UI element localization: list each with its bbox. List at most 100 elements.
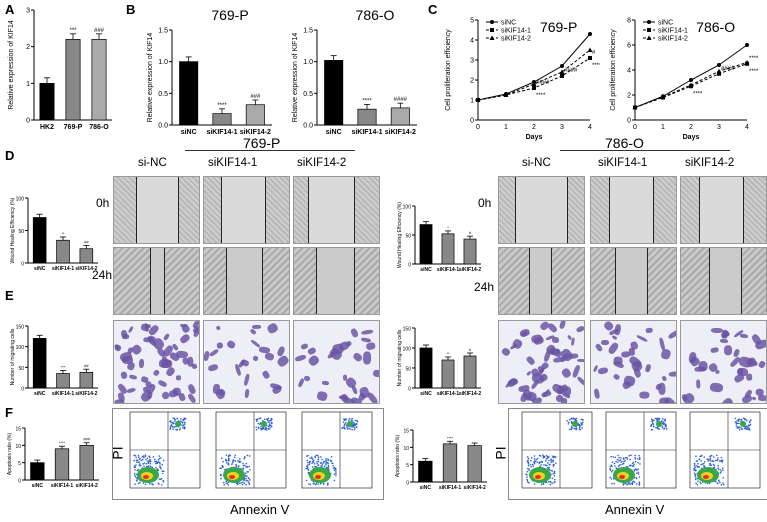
event-dot [321,463,324,465]
event-dot [327,458,329,460]
event-dot [570,428,573,431]
bar [418,460,433,483]
event-dot [612,456,615,458]
wound-786-sinc-0h [498,176,585,244]
event-dot [651,419,654,422]
y-tick-label: 0.5 [303,91,313,98]
event-dot [333,467,336,469]
event-dot [170,424,173,426]
event-dot [554,456,557,459]
event-dot [638,456,641,459]
event-dot [312,459,315,462]
event-dot [347,419,350,422]
y-tick-label: 0 [21,387,24,393]
event-dot [160,477,163,480]
event-dot [609,468,612,470]
event-dot [225,482,227,484]
event-dot [656,427,659,429]
density-max [535,475,541,479]
event-dot [533,460,536,462]
event-dot [161,484,163,486]
x-tick-label: siNC [326,129,342,136]
chart-title: 769-P [211,7,248,23]
y-tick-label: 15 [15,427,21,433]
event-dot [325,466,328,469]
event-dot [630,454,632,457]
x-tick-label: 0 [633,124,637,131]
event-dot [351,417,354,420]
event-dot [575,419,578,422]
event-dot [153,458,156,461]
bar [79,248,94,264]
event-dot [327,468,330,470]
flow-xlabel-annexin-786: Annexin V [605,502,665,517]
event-dot [141,458,144,461]
event-dot [633,481,636,483]
stained-cell [526,355,537,366]
stained-cell [720,338,730,343]
event-dot [548,480,550,483]
event-dot [740,419,743,421]
series-line [634,44,748,108]
event-dot [697,480,699,482]
panel-e-769p-bar-chart: 0 50 100 150 siNC *** siKIF14-1 ## siKIF14-2 Numb… [10,325,98,397]
event-dot [706,482,709,485]
event-dot [661,426,664,429]
event-dot [745,428,748,430]
event-dot [549,463,551,466]
significance-label: ## [84,239,89,244]
event-dot [717,467,719,469]
event-dot [655,426,657,429]
event-dot [162,479,165,482]
y-tick-label: 100 [16,197,25,203]
data-point [717,63,721,67]
event-dot [173,417,176,420]
cond-769-sikif2: siKIF14-2 [297,157,347,169]
event-dot [629,483,631,485]
event-dot [551,470,554,472]
event-dot [224,458,227,461]
event-dot [316,462,318,465]
event-dot [354,424,357,426]
significance-label: ** [61,231,65,236]
significance-label: #### [394,97,408,103]
data-point [560,74,564,78]
x-tick-label: HK2 [40,124,54,131]
stained-cell [733,348,741,358]
event-dot [227,484,230,486]
y-tick-label: 0 [18,479,21,485]
event-dot [525,473,527,476]
event-dot [570,417,573,420]
event-dot [147,465,150,467]
significance-label: **** [749,69,759,75]
significance-label: *** [69,28,77,34]
event-dot [246,466,249,468]
event-dot [536,461,539,464]
event-dot [552,459,555,462]
significance-label: ### [250,94,261,100]
event-dot [633,463,635,466]
y-axis-label: Relative expression of KIF14 [8,20,15,110]
stained-cell [130,342,143,356]
density-max [229,475,235,479]
cond-786-sikif1: siKIF14-1 [598,157,648,169]
x-tick-label: 4 [745,124,749,131]
wound-769-sinc-24h [113,247,200,315]
event-dot [147,460,149,462]
event-dot [308,483,310,485]
event-dot [245,483,247,486]
significance-label: ### [83,437,90,442]
wound-786-sinc-24h [498,247,585,315]
event-dot [699,481,701,483]
event-dot [270,422,273,424]
event-dot [695,482,697,485]
data-point [587,47,593,52]
wound-769-sikif2-24h [293,247,380,315]
event-dot [342,421,345,424]
event-dot [306,459,309,462]
x-tick-label: siNC [420,267,432,273]
legend-label: siNC [658,20,673,27]
legend-label: siKIF14-2 [501,36,531,43]
event-dot [552,461,555,463]
event-dot [635,477,638,479]
